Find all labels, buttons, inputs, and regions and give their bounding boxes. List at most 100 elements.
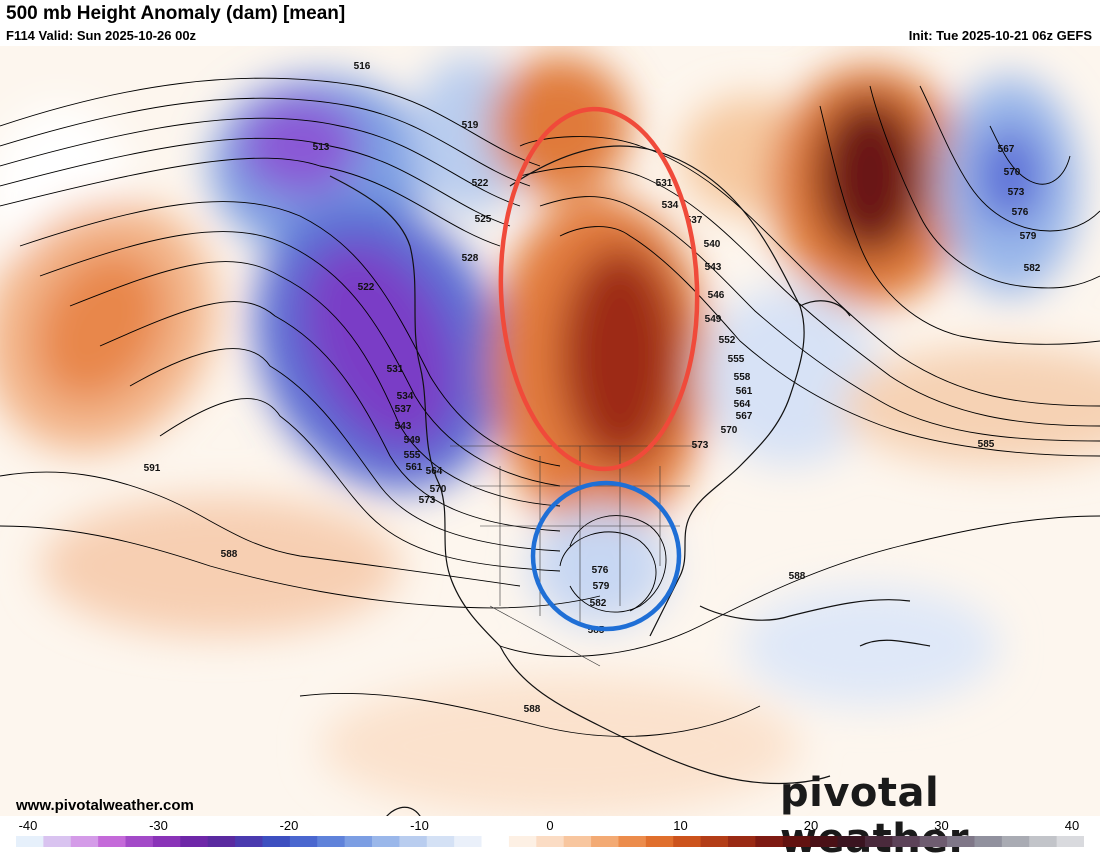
- colorbar-tick-label: 40: [1064, 818, 1080, 833]
- colorbar-swatch: [43, 836, 72, 847]
- contour-label: 561: [736, 386, 753, 397]
- colorbar-swatch: [563, 836, 592, 847]
- contour-label: 537: [395, 404, 412, 415]
- contour-label: 519: [462, 120, 479, 131]
- contour-label: 576: [1012, 207, 1029, 218]
- contour-label: 573: [692, 440, 709, 451]
- colorbar-swatch: [1029, 836, 1058, 847]
- blue-highlight-circle: [530, 480, 682, 632]
- anomaly-map: 516 513 519 522 525 528 522 531 534 537 …: [0, 46, 1100, 816]
- contour-label: 582: [1024, 263, 1041, 274]
- colorbar-swatch: [892, 836, 921, 847]
- contour-label: 564: [734, 399, 751, 410]
- colorbar-tick-label: 30: [934, 818, 949, 833]
- colorbar-swatch: [645, 836, 674, 847]
- map-title: 500 mb Height Anomaly (dam) [mean]: [6, 3, 346, 24]
- contour-label: 555: [728, 354, 745, 365]
- colorbar-swatch: [508, 836, 537, 847]
- colorbar-swatch: [755, 836, 784, 847]
- colorbar: [16, 836, 1084, 847]
- colorbar-tick-label: 0: [546, 818, 554, 833]
- contour-label: 573: [419, 495, 436, 506]
- colorbar-swatch: [1056, 836, 1084, 847]
- colorbar-swatch: [673, 836, 702, 847]
- contour-label: 570: [721, 425, 738, 436]
- red-highlight-ellipse: [498, 106, 700, 472]
- colorbar-tick-label: -30: [149, 818, 168, 833]
- contour-label: 564: [426, 466, 443, 477]
- colorbar-swatch: [700, 836, 729, 847]
- contour-label: 585: [978, 439, 995, 450]
- contour-label: 576: [592, 565, 609, 576]
- contour-label: 537: [686, 215, 703, 226]
- colorbar-swatch: [426, 836, 455, 847]
- colorbar-swatch: [919, 836, 948, 847]
- contour-label: 567: [736, 411, 753, 422]
- colorbar-swatch: [98, 836, 127, 847]
- contour-label: 543: [395, 421, 412, 432]
- colorbar-swatch: [864, 836, 893, 847]
- contour-label: 516: [354, 61, 371, 72]
- height-contours: [0, 77, 1100, 737]
- contour-label: 546: [708, 290, 725, 301]
- colorbar-tick-label: -40: [18, 818, 38, 833]
- colorbar-swatch: [16, 836, 44, 847]
- pivotal-weather-logo: pivotal weather: [780, 770, 969, 862]
- colorbar-swatch: [728, 836, 756, 847]
- colorbar-swatch: [454, 836, 483, 847]
- colorbar-swatch: [974, 836, 1003, 847]
- contour-label: 543: [705, 262, 722, 273]
- contour-label: 567: [998, 144, 1015, 155]
- colorbar-swatch: [152, 836, 181, 847]
- colorbar-ticks: -40 -30 -20 -10 0 10 20 30 40: [0, 818, 1100, 834]
- colorbar-swatch: [481, 836, 510, 847]
- header: 500 mb Height Anomaly (dam) [mean] F114 …: [0, 0, 1100, 46]
- contour-label: 534: [397, 391, 414, 402]
- contour-label: 528: [462, 253, 479, 264]
- contour-label: 531: [387, 364, 404, 375]
- contour-label: 558: [734, 372, 751, 383]
- colorbar-swatch: [289, 836, 318, 847]
- contour-label: 555: [404, 450, 421, 461]
- colorbar-swatch: [837, 836, 866, 847]
- contour-label: 552: [719, 335, 736, 346]
- contour-label: 588: [221, 549, 238, 560]
- valid-time: F114 Valid: Sun 2025-10-26 00z: [6, 28, 197, 43]
- colorbar-swatch: [536, 836, 565, 847]
- contour-labels: 516 513 519 522 525 528 522 531 534 537 …: [144, 61, 1041, 715]
- contour-label: 522: [472, 178, 489, 189]
- contour-label: 513: [313, 142, 330, 153]
- website-url[interactable]: www.pivotalweather.com: [16, 797, 194, 814]
- contour-label: 534: [662, 200, 679, 211]
- contour-label: 588: [524, 704, 541, 715]
- contour-label: 522: [358, 282, 375, 293]
- colorbar-swatch: [399, 836, 428, 847]
- contour-label: 570: [430, 484, 447, 495]
- colorbar-swatch: [591, 836, 620, 847]
- contour-label: 570: [1004, 167, 1021, 178]
- colorbar-swatch: [235, 836, 264, 847]
- contour-label: 549: [404, 435, 421, 446]
- contour-label: 525: [475, 214, 492, 225]
- colorbar-swatch: [125, 836, 154, 847]
- colorbar-swatch: [618, 836, 647, 847]
- state-boundaries: [450, 445, 700, 667]
- colorbar-swatch: [947, 836, 976, 847]
- anomaly-shading: [0, 56, 1100, 816]
- colorbar-swatch: [782, 836, 811, 847]
- colorbar-swatch: [810, 836, 839, 847]
- colorbar-swatch: [180, 836, 209, 847]
- colorbar-tick-label: -10: [410, 818, 429, 833]
- contour-label: 549: [705, 314, 722, 325]
- contour-label: 531: [656, 178, 673, 189]
- colorbar-tick-label: 10: [673, 818, 688, 833]
- colorbar-swatch: [317, 836, 346, 847]
- contour-label: 579: [593, 581, 610, 592]
- contour-label: 582: [590, 598, 607, 609]
- colorbar-swatch: [207, 836, 236, 847]
- contour-label: 579: [1020, 231, 1037, 242]
- colorbar-tick-label: -20: [279, 818, 299, 833]
- init-time: Init: Tue 2025-10-21 06z GEFS: [908, 28, 1092, 43]
- colorbar-swatch: [372, 836, 400, 847]
- colorbar-swatch: [262, 836, 291, 847]
